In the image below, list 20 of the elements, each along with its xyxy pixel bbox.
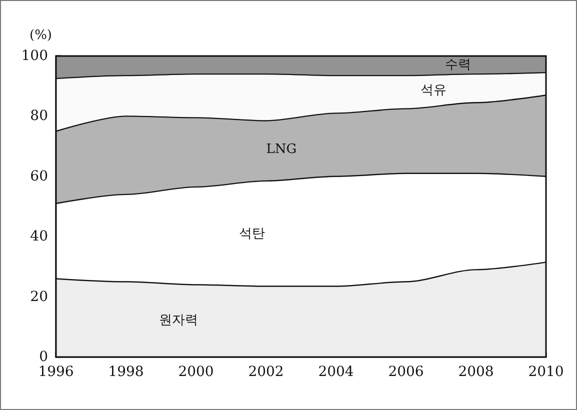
series-label: 석유 [420,83,446,98]
y-tick-label: 40 [30,228,48,245]
series-label: 석탄 [239,226,265,242]
y-tick-label: 20 [30,288,48,305]
series-label: 원자력 [159,313,198,328]
x-tick-label: 1996 [38,364,74,380]
x-tick-label: 2002 [248,364,284,380]
series-label: LNG [266,142,297,157]
x-tick-label: 2008 [458,364,494,380]
series-label: 수력 [444,58,471,73]
x-tick-label: 2000 [178,364,214,380]
x-tick-label: 1998 [108,364,144,380]
y-tick-label: 80 [30,108,48,124]
y-tick-label: 0 [39,349,48,365]
x-tick-label: 2006 [388,364,424,380]
x-tick-label: 2004 [318,364,354,380]
y-tick-label: 100 [21,48,48,64]
y-tick-label: 60 [30,168,48,184]
x-tick-label: 2010 [528,364,564,380]
y-axis-title: (%) [30,28,52,43]
